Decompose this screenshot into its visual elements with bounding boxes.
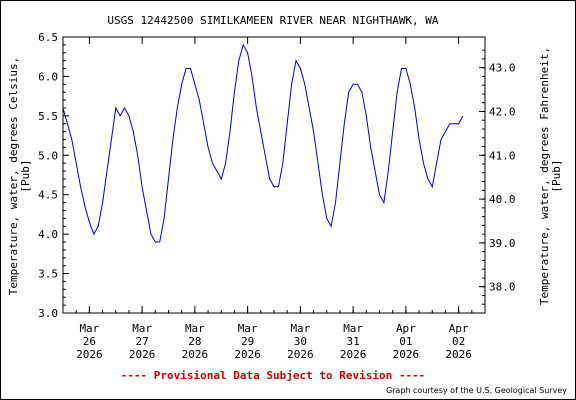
x-tick-label: 02 [452,335,465,348]
x-tick-label: 2026 [182,348,209,361]
x-tick-label: 31 [347,335,360,348]
x-tick-labels: Mar262026Mar272026Mar282026Mar292026Mar3… [76,322,472,361]
x-tick-label: 2026 [129,348,156,361]
left-y-tick-label: 5.5 [38,110,58,123]
x-tick-label: 2026 [340,348,367,361]
left-y-tick-label: 4.0 [38,228,58,241]
x-tick-label: 01 [399,335,412,348]
chart-title: USGS 12442500 SIMILKAMEEN RIVER NEAR NIG… [107,14,439,27]
right-axis-title-line-1: Temperature, water, degrees Fahrenheit, [538,47,551,305]
x-tick-label: 29 [241,335,254,348]
left-y-tick-labels: 3.0 3.5 4.0 4.5 5.0 5.5 6.0 6.5 [38,31,58,320]
right-y-tick-label: 38.0 [489,281,516,294]
temperature-series-line [62,43,464,243]
left-y-tick-label: 3.5 [38,268,58,281]
x-tick-label: 2026 [445,348,472,361]
left-y-tick-label: 4.5 [38,189,58,202]
x-tick-label: 28 [188,335,201,348]
usgs-credit: Graph courtesy of the U.S. Geological Su… [386,386,567,395]
axis-ticks [62,36,486,314]
right-y-tick-label: 42.0 [489,105,516,118]
x-tick-label: 26 [83,335,96,348]
right-axis-title-line-2: [Pub] [550,159,563,192]
right-y-tick-label: 40.0 [489,193,516,206]
left-axis-title-line-2: [Pub] [19,159,32,192]
right-axis-title: Temperature, water, degrees Fahrenheit, … [538,47,563,305]
x-tick-label: Mar [79,322,99,335]
x-tick-label: 2026 [76,348,103,361]
x-tick-label: Mar [238,322,258,335]
x-tick-label: Mar [290,322,310,335]
left-y-tick-label: 3.0 [38,307,58,320]
x-tick-label: 30 [294,335,307,348]
x-tick-label: Apr [449,322,469,335]
left-y-tick-label: 6.0 [38,70,58,83]
x-tick-label: 2026 [287,348,314,361]
left-axis-title-line-1: Temperature, water, degrees Celsius, [7,57,20,295]
x-tick-label: 2026 [393,348,420,361]
x-tick-label: Mar [185,322,205,335]
x-tick-label: Apr [396,322,416,335]
right-y-tick-label: 41.0 [489,149,516,162]
x-tick-label: 27 [136,335,149,348]
x-tick-label: Mar [343,322,363,335]
left-y-tick-label: 6.5 [38,31,58,44]
right-y-tick-label: 43.0 [489,62,516,75]
x-tick-label: Mar [132,322,152,335]
x-tick-label: 2026 [234,348,261,361]
left-axis-title: Temperature, water, degrees Celsius, [Pu… [7,57,32,295]
right-y-tick-labels: 38.0 39.0 40.0 41.0 42.0 43.0 [489,62,516,294]
right-y-tick-label: 39.0 [489,237,516,250]
plot-area [62,36,486,314]
series-layer [62,43,464,243]
plot-border [62,36,486,314]
provisional-notice: ---- Provisional Data Subject to Revisio… [121,369,426,382]
left-y-tick-label: 5.0 [38,149,58,162]
